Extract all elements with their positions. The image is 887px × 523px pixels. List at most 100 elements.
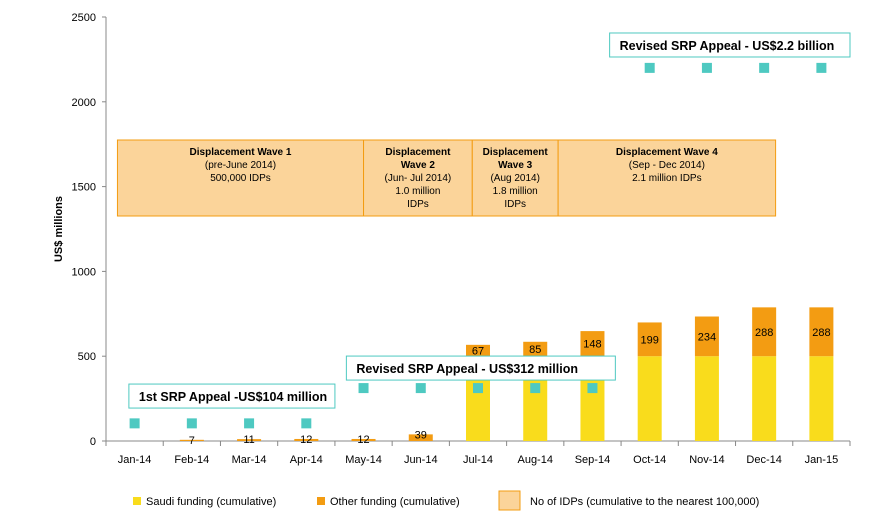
legend: Saudi funding (cumulative) Other funding … [133,490,759,511]
appeal-marker [186,418,197,429]
appeal-label: 1st SRP Appeal -US$104 million [128,383,336,409]
x-tick-label: Mar-14 [232,454,267,466]
bar-other-funding [351,438,376,441]
wave-title-cont: Wave 2 [401,160,436,171]
legend-item: No of IDPs (cumulative to the nearest 10… [498,490,759,511]
appeal-label-box [128,383,336,409]
legend-label: Saudi funding (cumulative) [146,496,276,508]
legend-swatch [317,497,325,505]
y-axis-label: US$ millions [53,196,65,262]
wave-title: Displacement Wave 4 [616,147,718,158]
data-labels: 7 11 12 12 39 67 85 148 199 234 288 288 [189,327,831,447]
wave-detail: 2.1 million IDPs [632,173,701,184]
wave-rect [363,139,473,217]
bar-other-funding [809,307,834,357]
y-tick-label: 2000 [72,97,96,109]
funding-bars [179,307,834,441]
bar-saudi-funding [752,356,777,441]
x-ticks: Jan-14 Feb-14 Mar-14 Apr-14 May-14 Jun-14 Jul-… [105,441,851,466]
appeal-marker [129,418,140,429]
wave-rect [557,139,777,217]
data-label: 39 [415,429,427,441]
wave-detail: IDPs [504,199,526,210]
x-tick-label: Jan-15 [805,454,839,466]
x-tick-label: Nov-14 [689,454,724,466]
data-label: 85 [529,344,541,356]
wave-detail: 1.8 million [493,186,538,197]
appeal-label: Revised SRP Appeal - US$2.2 billion [609,32,851,58]
data-label: 11 [243,434,254,446]
data-label: 288 [812,327,830,339]
x-tick-label: Jan-14 [118,454,152,466]
x-tick-label: Oct-14 [633,454,666,466]
appeal-label-text: Revised SRP Appeal - US$312 million [356,362,578,376]
appeal-marker [244,418,255,429]
wave-detail: IDPs [407,199,429,210]
wave-detail: (Jun- Jul 2014) [385,173,452,184]
appeal-marker [358,383,369,394]
x-tick-label: Dec-14 [746,454,781,466]
appeal-label-box [609,32,851,58]
displacement-waves: Displacement Wave 1 (pre-June 2014) 500,00… [116,139,777,217]
data-label: 67 [472,346,484,358]
appeal-label-box [345,355,616,381]
wave-box: Displacement Wave 2 (Jun- Jul 2014) 1.0 mil… [363,139,473,217]
data-label: 12 [357,434,369,446]
y-tick-label: 500 [78,351,96,363]
data-label: 12 [300,434,312,446]
appeal-marker [816,62,827,73]
appeal-markers [129,62,827,429]
data-label: 288 [755,327,773,339]
bar-other-funding [637,322,662,357]
appeal-label: Revised SRP Appeal - US$312 million [345,355,616,381]
appeal-label-text: Revised SRP Appeal - US$2.2 billion [620,39,835,53]
bar-other-funding [580,331,605,357]
appeal-labels: 1st SRP Appeal -US$104 million Revised SR… [128,32,851,409]
wave-rect [471,139,559,217]
bar-other-funding [752,307,777,357]
wave-detail: (pre-June 2014) [205,160,276,171]
wave-box: Displacement Wave 1 (pre-June 2014) 500,00… [116,139,365,217]
x-tick-label: May-14 [345,454,382,466]
wave-box: Displacement Wave 3 (Aug 2014) 1.8 million I… [471,139,559,217]
bar-saudi-funding [637,356,662,441]
bar-other-funding [694,316,719,357]
appeal-marker [644,62,655,73]
wave-detail: (Sep - Dec 2014) [629,160,705,171]
legend-swatch [133,497,141,505]
data-label: 199 [641,334,659,346]
appeal-marker [759,62,770,73]
wave-title: Displacement Wave 1 [190,147,292,158]
data-label: 148 [583,339,601,351]
y-tick-label: 1500 [72,182,96,194]
x-tick-label: Jul-14 [463,454,493,466]
x-tick-label: Jun-14 [404,454,438,466]
legend-item: Saudi funding (cumulative) [133,496,276,508]
legend-label: Other funding (cumulative) [330,496,460,508]
wave-detail: 500,000 IDPs [210,173,271,184]
appeal-marker [587,383,598,394]
bar-saudi-funding [694,356,719,441]
x-tick-label: Sep-14 [575,454,610,466]
bar-other-funding [408,434,433,441]
legend-item: Other funding (cumulative) [317,496,460,508]
bar-other-funding [237,439,262,441]
wave-detail: (Aug 2014) [490,173,539,184]
y-tick-label: 2500 [72,12,96,24]
bar-other-funding [179,439,204,441]
wave-detail: 1.0 million [395,186,440,197]
appeal-marker [473,383,483,394]
y-ticks: 0 500 1000 1500 2000 2500 [72,12,106,448]
appeal-marker [530,383,541,394]
appeal-marker [301,418,312,429]
y-tick-label: 1000 [72,266,96,278]
data-label: 7 [189,435,195,447]
x-tick-label: Feb-14 [174,454,209,466]
data-label: 234 [698,331,716,343]
wave-title: Displacement [385,147,451,158]
wave-box: Displacement Wave 4 (Sep - Dec 2014) 2.1 m… [557,139,777,217]
wave-title: Displacement [483,147,549,158]
appeal-marker [415,383,426,394]
wave-title-cont: Wave 3 [498,160,533,171]
y-tick-label: 0 [90,436,96,448]
